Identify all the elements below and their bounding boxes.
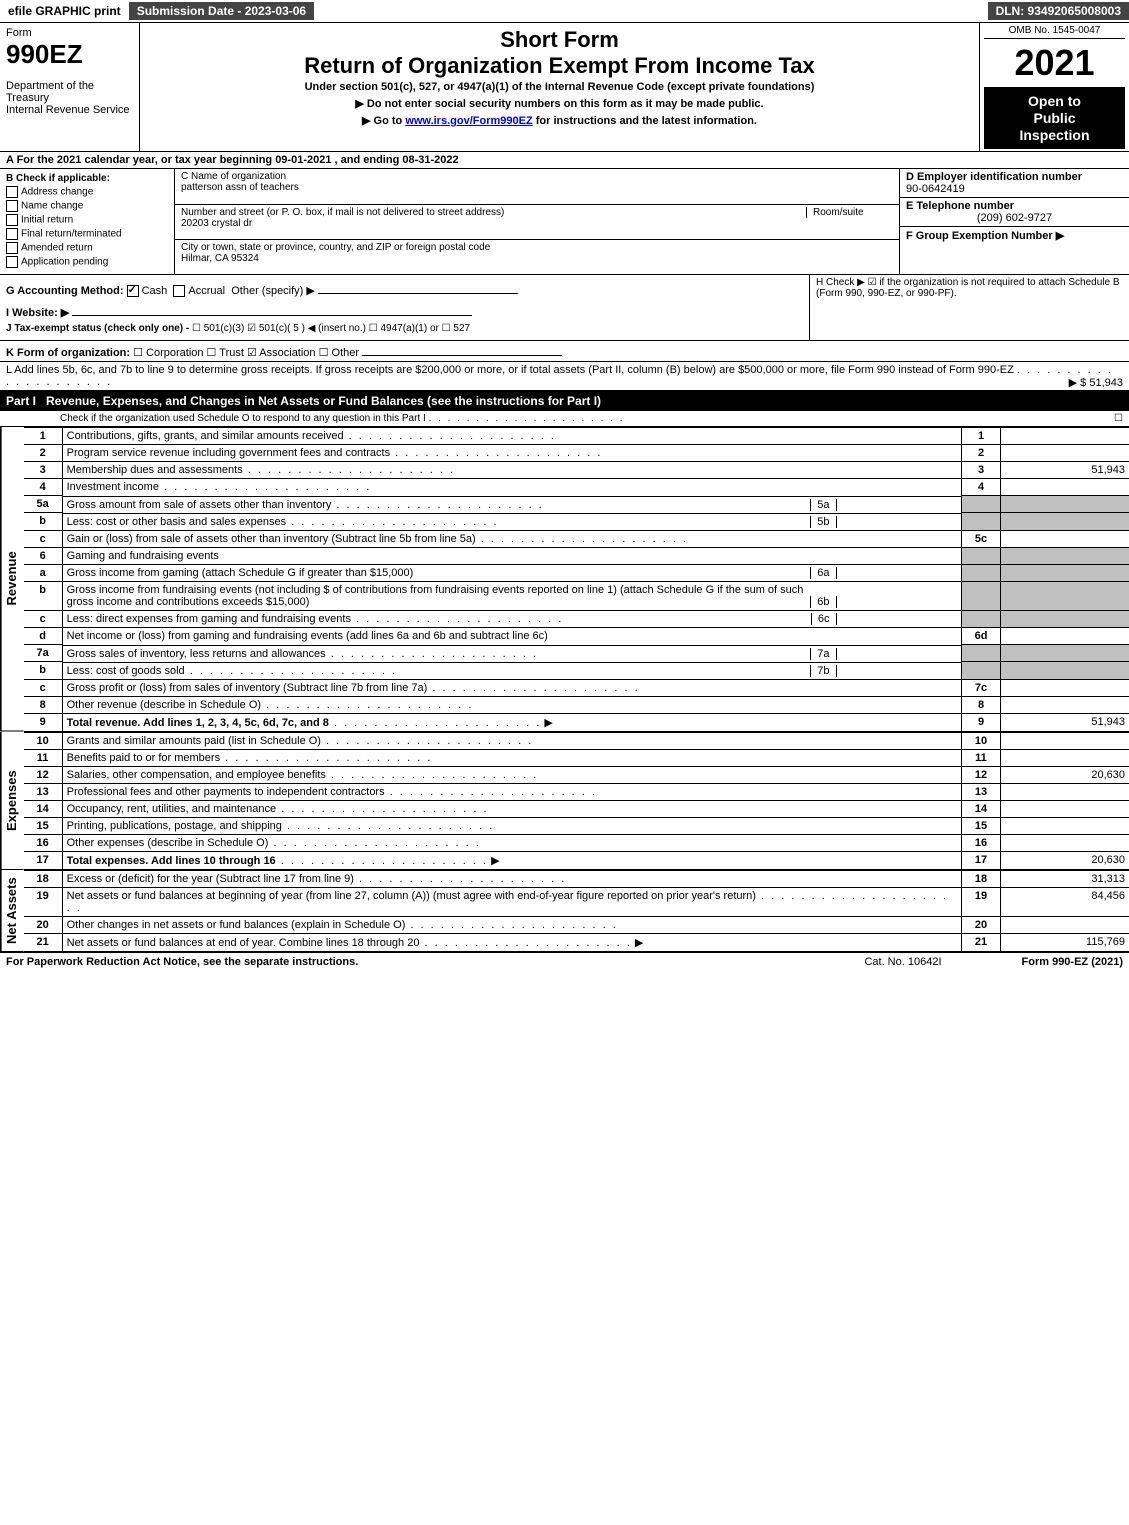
chk-initial-return[interactable]: Initial return — [6, 214, 168, 226]
j-options: ☐ 501(c)(3) ☑ 501(c)( 5 ) ◀ (insert no.)… — [192, 323, 470, 334]
goto-line: ▶ Go to www.irs.gov/Form990EZ for instru… — [150, 114, 969, 127]
chk-address-change[interactable]: Address change — [6, 186, 168, 198]
street-label: Number and street (or P. O. box, if mail… — [181, 207, 806, 218]
row-l: L Add lines 5b, 6c, and 7b to line 9 to … — [0, 362, 1129, 391]
lines-netassets: 18Excess or (deficit) for the year (Subt… — [24, 870, 1129, 952]
footer-left: For Paperwork Reduction Act Notice, see … — [6, 956, 864, 968]
org-name: patterson assn of teachers — [181, 182, 893, 193]
city-label: City or town, state or province, country… — [181, 242, 893, 253]
goto-link[interactable]: www.irs.gov/Form990EZ — [405, 115, 532, 127]
i-label: I Website: ▶ — [6, 307, 69, 319]
f-label: F Group Exemption Number ▶ — [906, 229, 1123, 242]
netassets-section: Net Assets 18Excess or (deficit) for the… — [0, 870, 1129, 952]
dept-2: Internal Revenue Service — [6, 104, 133, 116]
under-section: Under section 501(c), 527, or 4947(a)(1)… — [150, 81, 969, 93]
top-bar: efile GRAPHIC print Submission Date - 20… — [0, 0, 1129, 23]
part1-title: Revenue, Expenses, and Changes in Net As… — [46, 394, 601, 408]
row-k: K Form of organization: ☐ Corporation ☐ … — [0, 341, 1129, 362]
street: 20203 crystal dr — [181, 218, 893, 229]
chk-amended-return[interactable]: Amended return — [6, 242, 168, 254]
line-a: A For the 2021 calendar year, or tax yea… — [0, 152, 1129, 169]
return-title: Return of Organization Exempt From Incom… — [150, 53, 969, 79]
page-footer: For Paperwork Reduction Act Notice, see … — [0, 952, 1129, 971]
part1-sub-box: ☐ — [1114, 413, 1123, 424]
footer-mid: Cat. No. 10642I — [864, 956, 941, 968]
footer-right: Form 990-EZ (2021) — [1022, 956, 1123, 968]
ein: 90-0642419 — [906, 183, 1123, 195]
open-3: Inspection — [988, 127, 1121, 144]
g-label: G Accounting Method: — [6, 285, 124, 297]
chk-accrual[interactable] — [173, 285, 185, 297]
k-label: K Form of organization: — [6, 347, 130, 359]
lines-revenue: 1Contributions, gifts, grants, and simil… — [24, 427, 1129, 732]
l-amount: ▶ $ 51,943 — [1069, 376, 1123, 389]
lines-expenses: 10Grants and similar amounts paid (list … — [24, 732, 1129, 870]
part1-sub: Check if the organization used Schedule … — [0, 411, 1129, 427]
dln: DLN: 93492065008003 — [988, 2, 1129, 20]
city: Hilmar, CA 95324 — [181, 253, 893, 264]
row-gh: G Accounting Method: Cash Accrual Other … — [0, 275, 1129, 341]
section-def: D Employer identification number 90-0642… — [899, 169, 1129, 274]
revenue-section: Revenue 1Contributions, gifts, grants, a… — [0, 427, 1129, 732]
part1-header: Part I Revenue, Expenses, and Changes in… — [0, 391, 1129, 411]
form-number: 990EZ — [6, 39, 133, 70]
chk-application-pending[interactable]: Application pending — [6, 256, 168, 268]
chk-final-return[interactable]: Final return/terminated — [6, 228, 168, 240]
ssn-note: ▶ Do not enter social security numbers o… — [150, 97, 969, 110]
dept-1: Department of the Treasury — [6, 80, 133, 104]
short-form-title: Short Form — [150, 27, 969, 53]
chk-name-change[interactable]: Name change — [6, 200, 168, 212]
section-b: B Check if applicable: Address change Na… — [0, 169, 175, 274]
d-label: D Employer identification number — [906, 171, 1123, 183]
h-box: H Check ▶ ☑ if the organization is not r… — [809, 275, 1129, 340]
k-options: ☐ Corporation ☐ Trust ☑ Association ☐ Ot… — [133, 347, 359, 359]
section-c: C Name of organization patterson assn of… — [175, 169, 899, 274]
b-label: B Check if applicable: — [6, 173, 168, 184]
side-revenue: Revenue — [0, 427, 24, 732]
goto-suffix: for instructions and the latest informat… — [533, 115, 757, 127]
goto-prefix: ▶ Go to — [362, 115, 405, 127]
j-label: J Tax-exempt status (check only one) - — [6, 323, 189, 334]
e-label: E Telephone number — [906, 200, 1123, 212]
identification-block: B Check if applicable: Address change Na… — [0, 169, 1129, 275]
open-1: Open to — [988, 93, 1121, 110]
tax-year: 2021 — [984, 45, 1125, 81]
chk-cash[interactable] — [127, 285, 139, 297]
side-expenses: Expenses — [0, 732, 24, 870]
open-public-box: Open to Public Inspection — [984, 87, 1125, 149]
form-word: Form — [6, 27, 133, 39]
side-netassets: Net Assets — [0, 870, 24, 952]
omb-number: OMB No. 1545-0047 — [984, 25, 1125, 39]
c-name-label: C Name of organization — [181, 171, 893, 182]
efile-label[interactable]: efile GRAPHIC print — [0, 2, 129, 20]
form-header: Form 990EZ Department of the Treasury In… — [0, 23, 1129, 152]
telephone: (209) 602-9727 — [906, 212, 1123, 224]
part1-num: Part I — [6, 394, 36, 408]
submission-date: Submission Date - 2023-03-06 — [129, 2, 314, 20]
room-label: Room/suite — [806, 207, 893, 218]
expenses-section: Expenses 10Grants and similar amounts pa… — [0, 732, 1129, 870]
open-2: Public — [988, 110, 1121, 127]
l-text: L Add lines 5b, 6c, and 7b to line 9 to … — [6, 364, 1014, 376]
